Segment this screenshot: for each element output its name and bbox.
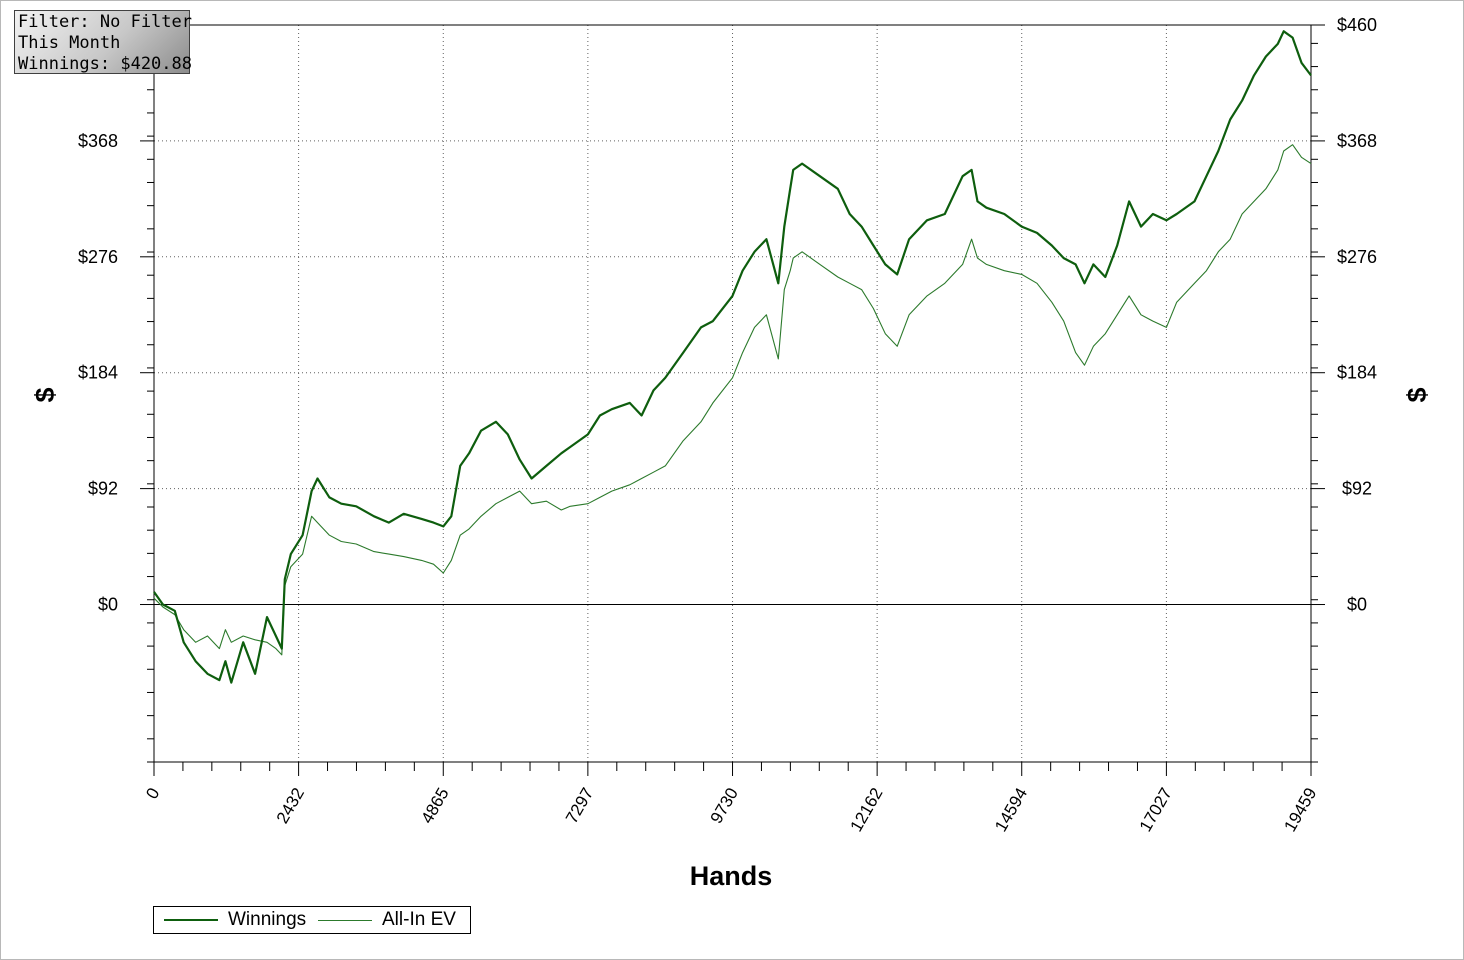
y-tick-label-left: $276	[78, 247, 118, 267]
y-tick-label-right: $184	[1337, 363, 1377, 383]
tick-labels: 0 2432 4865 7297 9730 12162 14594 17027 19459 $0 $…	[78, 15, 1377, 835]
y-axis-title-left: $	[30, 387, 60, 402]
y-tick-label-left: $92	[88, 479, 118, 499]
x-tick-label: 19459	[1280, 785, 1320, 835]
series-line-allin-ev	[153, 144, 1312, 656]
legend-label-winnings: Winnings	[228, 909, 307, 930]
y-tick-label-left: $184	[78, 363, 118, 383]
x-axis-title: Hands	[690, 861, 773, 891]
filter-info-box: Filter: No Filter This Month Winnings: $…	[14, 10, 192, 74]
x-tick-label: 0	[142, 785, 163, 803]
legend-entry-allin-ev: All-In EV	[318, 907, 456, 933]
plot-area	[153, 24, 1312, 763]
legend-swatch-allin-ev	[318, 919, 372, 921]
x-tick-label: 14594	[991, 785, 1031, 835]
y-tick-label-right: $0	[1347, 595, 1367, 615]
x-tick-label: 4865	[417, 785, 452, 827]
period-label: This Month	[18, 33, 121, 53]
x-tick-label: 9730	[707, 785, 742, 827]
y-axis-title-right: $	[1402, 387, 1432, 402]
legend-entry-winnings: Winnings	[164, 907, 306, 933]
y-tick-label-left: $0	[98, 595, 118, 615]
series-layer	[153, 30, 1312, 684]
x-tick-label: 2432	[273, 785, 308, 827]
legend-label-allin-ev: All-In EV	[382, 909, 456, 930]
winnings-total-label: Winnings: $420.88	[18, 54, 192, 74]
grid-layer	[154, 25, 1311, 762]
series-line-winnings	[153, 30, 1312, 684]
filter-label: Filter: No Filter	[18, 12, 192, 32]
x-tick-label: 12162	[847, 785, 887, 835]
legend: Winnings All-In EV	[153, 906, 471, 934]
y-tick-label-left: $368	[78, 131, 118, 151]
y-tick-label-right: $92	[1342, 479, 1372, 499]
x-tick-label: 7297	[562, 785, 597, 827]
y-tick-label-right: $460	[1337, 15, 1377, 35]
y-tick-label-right: $276	[1337, 247, 1377, 267]
legend-swatch-winnings	[164, 919, 218, 921]
y-tick-label-right: $368	[1337, 131, 1377, 151]
x-tick-label: 17027	[1136, 785, 1176, 835]
